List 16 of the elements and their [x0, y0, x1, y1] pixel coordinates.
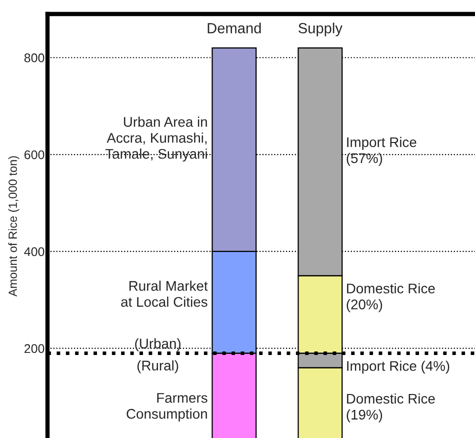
x-tick-label: Demand: [208, 22, 261, 34]
annotation: Domestic Rice (19%): [346, 393, 435, 422]
annotation: Domestic Rice (20%): [346, 283, 435, 312]
y-tick-label: 800: [24, 53, 44, 62]
y-tick-label: 400: [24, 247, 44, 256]
annotation: Rural Market at Local Cities: [121, 280, 208, 307]
annotation: (Urban): [135, 338, 180, 352]
x-tick-label: Supply: [298, 22, 342, 36]
annotation: Urban Area in Accra, Kumashi, Tamale, Sunyani: [105, 116, 207, 162]
y-tick-label: 200: [24, 344, 44, 354]
y-axis-title: Amount of Rice (1,000 ton): [8, 156, 20, 297]
annotation: (Rural): [137, 360, 178, 374]
y-tick-label: 600: [24, 150, 44, 160]
annotation: Farmers Consumption: [126, 393, 208, 422]
annotation: Import Rice (4%): [347, 360, 450, 374]
annotation: Import Rice (57%): [346, 136, 416, 166]
